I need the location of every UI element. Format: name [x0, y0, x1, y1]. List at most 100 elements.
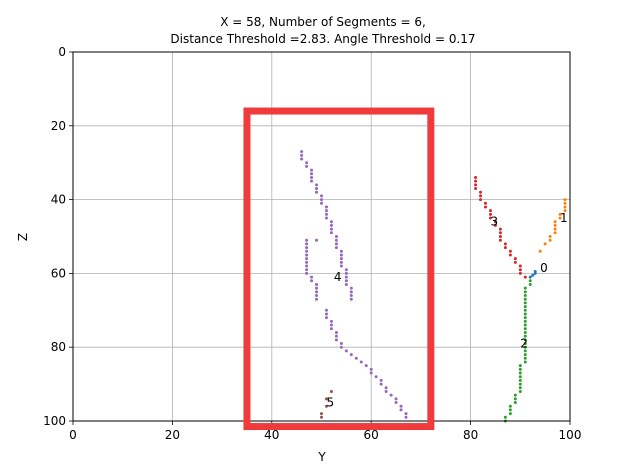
- segment-4-point: [305, 242, 309, 246]
- segment-1-point: [548, 235, 552, 238]
- x-tick-label: 80: [463, 428, 478, 442]
- segment-2-point: [528, 279, 532, 283]
- segment-3-point: [484, 201, 488, 205]
- segment-3-point: [474, 187, 478, 191]
- segment-3-point: [484, 205, 488, 209]
- segment-3-point: [488, 209, 492, 213]
- x-tick-label: 0: [69, 428, 77, 442]
- segment-4-point: [300, 153, 304, 157]
- segment-3-point: [498, 231, 502, 235]
- segment-4-point: [329, 231, 333, 235]
- segment-4-point: [324, 212, 328, 216]
- x-axis-label: Y: [317, 450, 326, 464]
- segment-3-point: [518, 264, 522, 268]
- x-tick-label: 100: [559, 428, 582, 442]
- segment-4-point: [324, 316, 328, 320]
- segment-2-point: [528, 282, 532, 286]
- segment-4-point: [334, 235, 338, 238]
- segment-3-point: [508, 249, 512, 253]
- segment-4-point: [315, 294, 319, 298]
- segment-4-point: [334, 242, 338, 246]
- segment-4-point: [334, 246, 338, 250]
- segment-4-point: [320, 198, 323, 202]
- segment-2-point: [523, 356, 527, 360]
- segment-label-3: 3: [490, 215, 498, 229]
- segment-5-point: [320, 412, 323, 416]
- segment-2-point: [523, 301, 527, 305]
- segment-4-point: [310, 275, 314, 279]
- chart-title-line-2: Distance Threshold =2.83. Angle Threshol…: [170, 32, 475, 46]
- segment-1-point: [553, 227, 557, 231]
- segment-4-point: [344, 279, 348, 283]
- segment-4-point: [334, 338, 338, 342]
- segment-4-point: [339, 264, 343, 268]
- segment-4-point: [339, 253, 343, 257]
- segment-4-point: [339, 249, 343, 253]
- segment-4-point: [315, 238, 319, 242]
- segment-3-point: [493, 220, 497, 224]
- segment-4-point: [394, 401, 398, 405]
- segment-1-point: [563, 205, 567, 209]
- segment-4-point: [384, 386, 388, 390]
- segment-4-point: [305, 238, 309, 242]
- segment-4-point: [305, 249, 309, 253]
- segment-label-5: 5: [326, 396, 334, 410]
- segment-1-point: [553, 231, 557, 235]
- segment-3-point: [474, 183, 478, 187]
- segment-4-point: [310, 168, 314, 172]
- segment-4-point: [359, 360, 363, 364]
- segment-5-point: [329, 389, 333, 393]
- segment-5-point: [320, 415, 323, 419]
- segment-4-point: [399, 408, 403, 412]
- segment-2-point: [523, 323, 527, 327]
- segment-3-point: [488, 216, 492, 220]
- segment-4-point: [329, 220, 333, 224]
- segment-2-point: [523, 360, 527, 364]
- segment-4-point: [349, 297, 353, 301]
- segment-2-point: [508, 408, 512, 412]
- segment-1-point: [553, 220, 557, 224]
- segment-4-point: [339, 342, 343, 346]
- segment-4-point: [310, 175, 314, 179]
- segment-4-point: [394, 397, 398, 401]
- segment-4-point: [305, 264, 309, 268]
- segment-2-point: [513, 393, 517, 397]
- segment-3-point: [488, 212, 492, 216]
- segment-4-point: [349, 353, 353, 357]
- segment-1-point: [558, 216, 562, 220]
- segment-4-point: [349, 294, 353, 298]
- segment-3-point: [513, 257, 517, 261]
- segment-1-point: [553, 223, 557, 227]
- segment-2-point: [508, 412, 512, 416]
- segment-4-point: [324, 308, 328, 312]
- segment-4-point: [329, 223, 333, 227]
- segment-2-point: [523, 294, 527, 298]
- segment-0-point: [528, 275, 532, 279]
- segment-label-4: 4: [334, 270, 342, 284]
- segment-4-point: [315, 187, 319, 191]
- segment-2-point: [503, 415, 507, 419]
- segment-2-point: [518, 378, 522, 382]
- segment-2-point: [523, 338, 527, 342]
- segment-2-point: [523, 353, 527, 357]
- segment-4-point: [324, 312, 328, 316]
- segment-label-2: 2: [520, 337, 528, 351]
- axes-frame: [72, 51, 571, 422]
- segment-4-point: [315, 297, 319, 301]
- segment-label-1: 1: [560, 211, 568, 225]
- segment-2-point: [523, 305, 527, 309]
- y-tick-label: 40: [51, 193, 66, 207]
- segment-4-point: [315, 286, 319, 290]
- segment-4-point: [334, 330, 338, 334]
- segment-4-point: [329, 319, 333, 323]
- segment-2-point: [523, 349, 527, 353]
- segment-4-point: [315, 190, 319, 194]
- y-axis-label: Z: [16, 233, 30, 241]
- segment-4-point: [320, 194, 323, 198]
- segment-4-point: [329, 323, 333, 327]
- segment-4-point: [339, 345, 343, 349]
- segment-4-point: [379, 378, 383, 382]
- segment-3-point: [513, 260, 517, 264]
- segment-4-point: [344, 268, 348, 272]
- segment-3-point: [474, 175, 478, 179]
